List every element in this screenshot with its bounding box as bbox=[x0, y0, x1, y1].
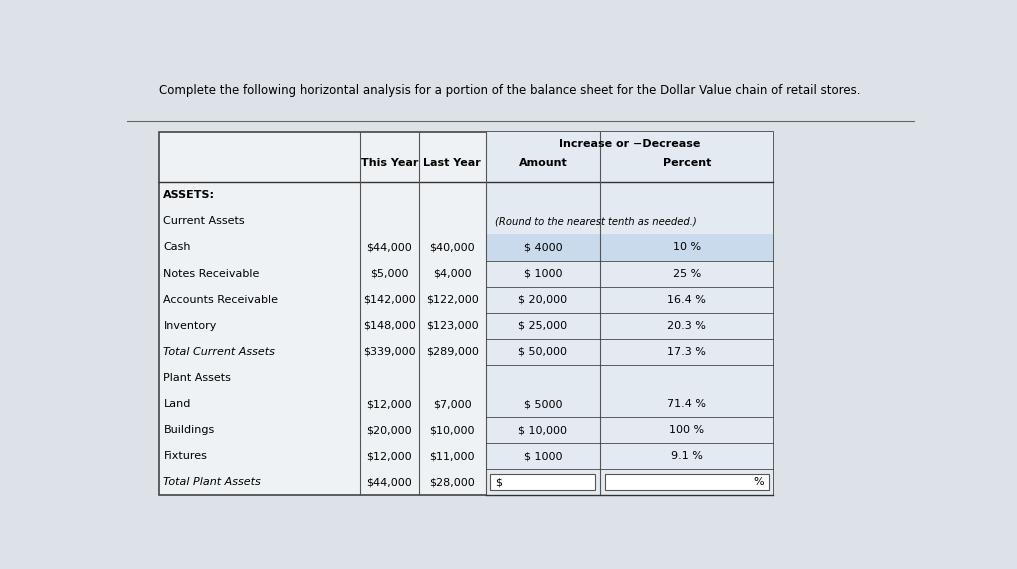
Text: This Year: This Year bbox=[360, 158, 418, 168]
Text: $ 20,000: $ 20,000 bbox=[519, 295, 567, 304]
Text: $ 50,000: $ 50,000 bbox=[519, 347, 567, 357]
Text: $122,000: $122,000 bbox=[426, 295, 479, 304]
Text: Buildings: Buildings bbox=[164, 425, 215, 435]
Text: Land: Land bbox=[164, 399, 191, 409]
Text: Percent: Percent bbox=[662, 158, 711, 168]
Text: Total Plant Assets: Total Plant Assets bbox=[164, 477, 261, 488]
Text: $ 1000: $ 1000 bbox=[524, 269, 562, 279]
Text: $289,000: $289,000 bbox=[426, 347, 479, 357]
Text: Current Assets: Current Assets bbox=[164, 216, 245, 226]
Text: 10 %: 10 % bbox=[672, 242, 701, 253]
Text: $ 1000: $ 1000 bbox=[524, 451, 562, 461]
Text: Cash: Cash bbox=[164, 242, 191, 253]
Bar bbox=[486, 234, 600, 261]
Text: $5,000: $5,000 bbox=[370, 269, 409, 279]
Text: Total Current Assets: Total Current Assets bbox=[164, 347, 276, 357]
Text: Accounts Receivable: Accounts Receivable bbox=[164, 295, 279, 304]
Text: 9.1 %: 9.1 % bbox=[671, 451, 703, 461]
Text: $40,000: $40,000 bbox=[429, 242, 475, 253]
Bar bbox=[490, 475, 595, 490]
Text: $4,000: $4,000 bbox=[433, 269, 472, 279]
Text: $44,000: $44,000 bbox=[366, 242, 412, 253]
Text: $148,000: $148,000 bbox=[363, 321, 416, 331]
Text: $11,000: $11,000 bbox=[429, 451, 475, 461]
Text: 100 %: 100 % bbox=[669, 425, 705, 435]
Text: 25 %: 25 % bbox=[672, 269, 701, 279]
Text: $20,000: $20,000 bbox=[366, 425, 412, 435]
Text: $ 25,000: $ 25,000 bbox=[519, 321, 567, 331]
Text: $142,000: $142,000 bbox=[363, 295, 416, 304]
Bar bbox=[600, 234, 774, 261]
Text: Complete the following horizontal analysis for a portion of the balance sheet fo: Complete the following horizontal analys… bbox=[159, 84, 860, 97]
Text: $12,000: $12,000 bbox=[366, 399, 412, 409]
Text: Increase or −Decrease: Increase or −Decrease bbox=[559, 139, 701, 149]
Text: Fixtures: Fixtures bbox=[164, 451, 207, 461]
Text: %: % bbox=[754, 477, 764, 488]
Text: (Round to the nearest tenth as needed.): (Round to the nearest tenth as needed.) bbox=[495, 216, 697, 226]
Text: $10,000: $10,000 bbox=[429, 425, 475, 435]
Text: 16.4 %: 16.4 % bbox=[667, 295, 706, 304]
Bar bbox=[486, 132, 774, 496]
Text: 71.4 %: 71.4 % bbox=[667, 399, 706, 409]
Text: $12,000: $12,000 bbox=[366, 451, 412, 461]
Text: 20.3 %: 20.3 % bbox=[667, 321, 706, 331]
Bar bbox=[605, 475, 769, 490]
Text: Plant Assets: Plant Assets bbox=[164, 373, 231, 383]
Text: ASSETS:: ASSETS: bbox=[164, 190, 216, 200]
Text: $44,000: $44,000 bbox=[366, 477, 412, 488]
Text: $7,000: $7,000 bbox=[433, 399, 472, 409]
Bar bbox=[159, 132, 774, 496]
Text: $ 10,000: $ 10,000 bbox=[519, 425, 567, 435]
Text: $339,000: $339,000 bbox=[363, 347, 416, 357]
Text: Inventory: Inventory bbox=[164, 321, 217, 331]
Text: $28,000: $28,000 bbox=[429, 477, 475, 488]
Text: Amount: Amount bbox=[519, 158, 567, 168]
Text: $: $ bbox=[495, 477, 502, 488]
Text: Notes Receivable: Notes Receivable bbox=[164, 269, 259, 279]
Text: $ 4000: $ 4000 bbox=[524, 242, 562, 253]
Text: 17.3 %: 17.3 % bbox=[667, 347, 706, 357]
Text: $123,000: $123,000 bbox=[426, 321, 479, 331]
Text: Last Year: Last Year bbox=[423, 158, 481, 168]
Text: $ 5000: $ 5000 bbox=[524, 399, 562, 409]
